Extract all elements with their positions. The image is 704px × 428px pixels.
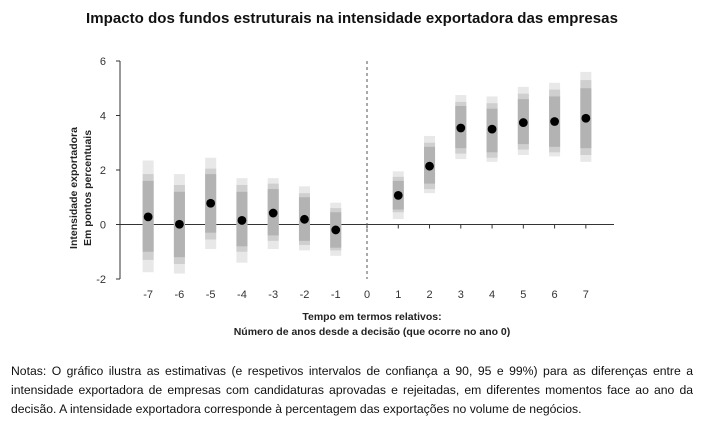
x-tick-label: -6 [175, 289, 185, 301]
y-tick-label: 2 [100, 165, 106, 177]
x-tick-label: 0 [364, 289, 370, 301]
x-tick-label: 5 [520, 289, 526, 301]
estimate-point [393, 190, 403, 200]
chart-notes: Notas: O gráfico ilustra as estimativas … [11, 364, 693, 416]
estimate-point [268, 208, 278, 218]
estimate-point [550, 117, 559, 126]
chart-title: Impacto dos fundos estruturais na intens… [86, 10, 618, 27]
estimate-point [175, 219, 184, 229]
x-tick-label: 4 [489, 289, 495, 301]
estimate-point [487, 124, 497, 134]
estimate-point [518, 118, 528, 127]
y-axis-label-line1: Intensidade exportadora [68, 127, 80, 249]
estimate-point [143, 212, 153, 222]
x-tick-label: 3 [458, 289, 464, 301]
estimate-point [425, 161, 434, 171]
y-tick-label: 4 [100, 111, 106, 123]
y-tick-label: 0 [100, 220, 106, 232]
estimate-point [456, 123, 466, 133]
estimate-point [581, 113, 591, 123]
x-tick-label: 7 [583, 289, 589, 301]
x-tick-label: -1 [331, 289, 341, 301]
x-tick-label: 1 [395, 289, 401, 301]
x-tick-label: -4 [237, 289, 247, 301]
chart-area: -2 0 2 4 6 -7 -6 -5 -4 -3 -2 -1 0 1 2 3 4 5 6 7 Intensidade … [68, 56, 614, 338]
estimate-point [331, 225, 341, 235]
y-tick-label: 6 [100, 56, 106, 68]
estimate-point [237, 216, 247, 225]
y-tick-label: -2 [96, 274, 106, 286]
x-tick-label: -2 [300, 289, 310, 301]
x-tick-label: -7 [143, 289, 153, 301]
x-axis-label-line2: Número de anos desde a decisão (que ocor… [234, 326, 511, 338]
x-tick-label: 6 [552, 289, 558, 301]
x-tick-label: 2 [426, 289, 432, 301]
x-tick-label: -3 [268, 289, 278, 301]
estimate-point [206, 198, 216, 208]
estimate-point [300, 214, 309, 224]
y-axis-label-line2: Em pontos percentuais [82, 130, 94, 246]
x-tick-label: -5 [206, 289, 216, 301]
x-axis-label-line1: Tempo em termos relativos: [302, 311, 441, 323]
